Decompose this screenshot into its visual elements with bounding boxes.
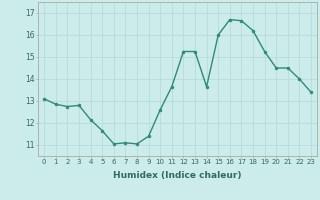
X-axis label: Humidex (Indice chaleur): Humidex (Indice chaleur) [113,171,242,180]
